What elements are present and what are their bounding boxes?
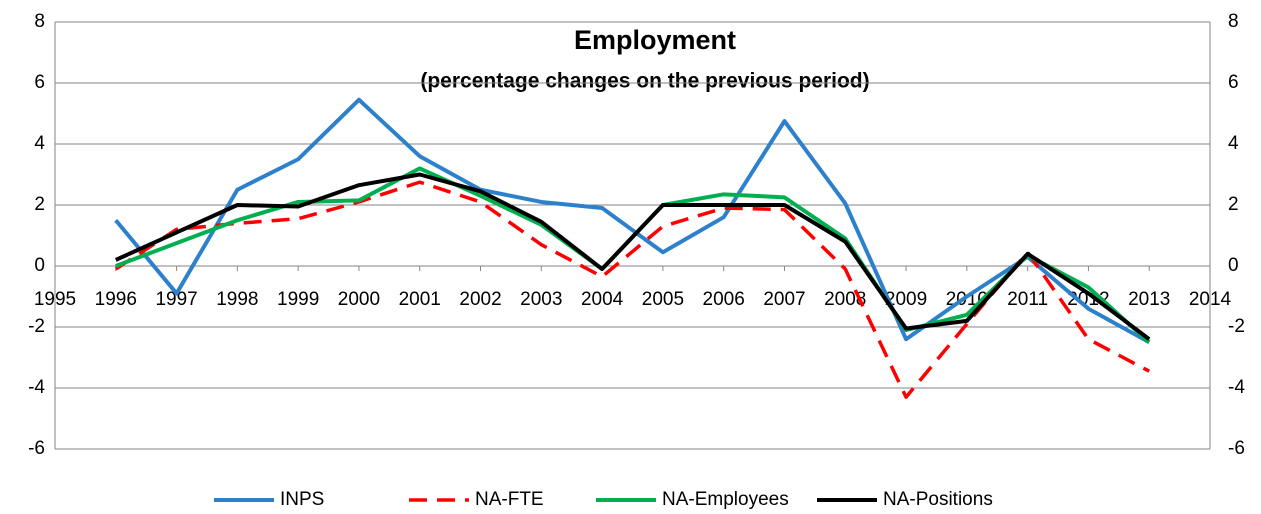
x-tick-label: 2009 xyxy=(885,289,927,310)
chart-title: Employment xyxy=(574,25,736,55)
y-tick-label: 6 xyxy=(34,72,45,93)
y2-tick-label: -6 xyxy=(1228,438,1245,459)
y2-tick-label: -2 xyxy=(1228,316,1245,337)
y-tick-label: -2 xyxy=(28,316,45,337)
y-tick-label: -6 xyxy=(28,438,45,459)
legend-label: NA-Employees xyxy=(662,489,789,510)
y2-tick-label: 8 xyxy=(1228,11,1239,32)
x-tick-label: 1998 xyxy=(216,289,258,310)
y2-tick-label: -4 xyxy=(1228,377,1245,398)
y-tick-label: 0 xyxy=(34,255,45,276)
y-tick-label: 8 xyxy=(34,11,45,32)
x-tick-label: 2001 xyxy=(399,289,441,310)
y2-tick-label: 6 xyxy=(1228,72,1239,93)
x-tick-label: 2002 xyxy=(459,289,501,310)
y2-tick-label: 4 xyxy=(1228,133,1239,154)
chart-subtitle: (percentage changes on the previous peri… xyxy=(420,70,869,93)
series-line xyxy=(114,172,1151,341)
x-tick-label: 2011 xyxy=(1007,289,1048,310)
y-tick-label: 4 xyxy=(34,133,45,154)
y2-tick-label: 2 xyxy=(1228,194,1239,215)
x-tick-label: 2013 xyxy=(1128,289,1170,310)
x-tick-label: 1996 xyxy=(95,289,137,310)
series-line xyxy=(115,166,1151,344)
x-tick-label: 2000 xyxy=(338,289,380,310)
x-tick-label: 1997 xyxy=(155,289,197,310)
x-tick-label: 2004 xyxy=(581,289,624,310)
y2-tick-label: 0 xyxy=(1228,255,1239,276)
y-tick-label: 2 xyxy=(34,194,45,215)
legend-label: NA-FTE xyxy=(475,489,544,510)
x-tick-label: 1999 xyxy=(277,289,319,310)
y-tick-label: -4 xyxy=(28,377,45,398)
x-tick-label: 2006 xyxy=(703,289,745,310)
legend-label: INPS xyxy=(280,489,324,510)
x-tick-label: 2005 xyxy=(642,289,684,310)
x-tick-label: 1995 xyxy=(34,289,76,310)
x-tick-label: 2007 xyxy=(763,289,805,310)
legend-label: NA-Positions xyxy=(883,489,993,510)
x-tick-label: 2003 xyxy=(520,289,562,310)
series-line xyxy=(114,97,1151,345)
x-tick-label: 2014 xyxy=(1189,289,1232,310)
